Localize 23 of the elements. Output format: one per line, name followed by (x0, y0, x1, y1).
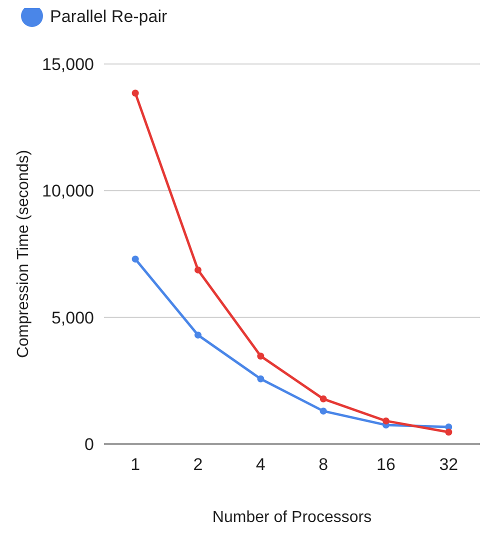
x-tick-label: 2 (193, 455, 203, 474)
point (320, 395, 327, 402)
y-tick-label: 10,000 (42, 182, 94, 201)
y-tick-label: 15,000 (42, 54, 94, 74)
x-tick-label: 4 (256, 455, 266, 474)
x-tick-label: 16 (376, 455, 396, 474)
point (445, 428, 452, 436)
point (257, 375, 264, 382)
point (194, 332, 202, 339)
point (382, 417, 390, 424)
y-axis-title: Compression Time (seconds) (15, 150, 32, 358)
point (320, 408, 327, 415)
y-tick-label: 5,000 (51, 308, 94, 328)
x-tick-label: 32 (439, 455, 458, 474)
x-axis-title: Number of Processors (212, 509, 372, 526)
point (132, 90, 139, 97)
point (132, 256, 139, 263)
point (257, 352, 264, 360)
legend-label: Parallel Re-pair (50, 6, 168, 26)
y-tick-label: 0 (84, 434, 94, 454)
point (194, 266, 202, 274)
x-tick-label: 1 (130, 455, 140, 474)
x-tick-label: 8 (318, 455, 328, 474)
